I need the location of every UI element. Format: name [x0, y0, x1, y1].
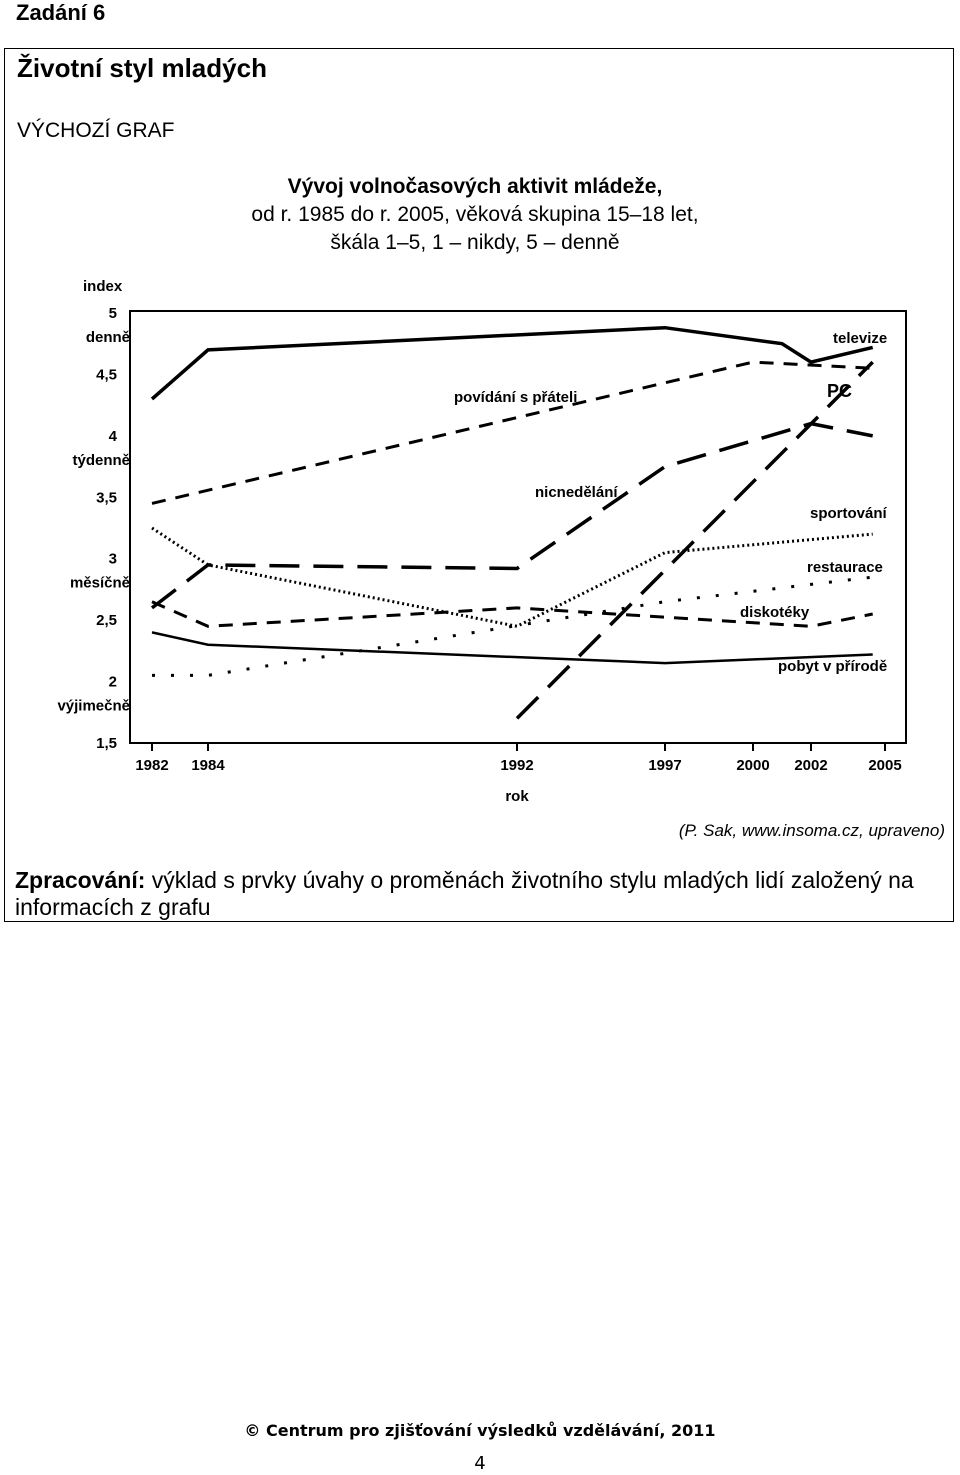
- y-tick-label: 5: [109, 305, 117, 322]
- y-tick-sublabel: měsíčně: [70, 575, 130, 592]
- line-chart: index 5 denně 4,5 4 týdenně 3,5 3 měsíčně 2,5 2 výj…: [57, 279, 907, 805]
- y-tick-label: 2,5: [96, 612, 117, 629]
- source-label: VÝCHOZÍ GRAF: [17, 119, 175, 142]
- series-line-0: [150, 325, 874, 401]
- x-axis: 1982 1984 1992 1997 2000 2002 2005 rok: [135, 743, 902, 805]
- document-heading: Zadání 6: [16, 0, 106, 25]
- x-axis-title: rok: [505, 788, 529, 805]
- series-line-3: [150, 421, 874, 610]
- y-tick-label: 3,5: [96, 489, 117, 506]
- y-tick-label: 1,5: [96, 735, 117, 752]
- y-tick-label: 2: [109, 674, 117, 691]
- series-labels: televize povídání s přáteli PC nicnedělání s…: [454, 330, 888, 675]
- series-label: PC: [827, 381, 852, 401]
- y-tick-label: 4,5: [96, 366, 117, 383]
- series-label: televize: [833, 330, 887, 347]
- page-number: 4: [474, 1453, 486, 1474]
- y-tick-sublabel: výjimečně: [57, 698, 130, 715]
- y-tick-sublabel: týdenně: [72, 452, 130, 469]
- x-tick-label: 1982: [135, 757, 168, 774]
- series-label: sportování: [810, 505, 888, 522]
- series-line-5: [152, 575, 873, 677]
- x-tick-label: 2000: [736, 757, 769, 774]
- task-frame: Životní styl mladých VÝCHOZÍ GRAF Vývoj …: [4, 48, 954, 922]
- footer-copyright: © Centrum pro zjišťování výsledků vzdělá…: [244, 1421, 716, 1440]
- source-citation: (P. Sak, www.insoma.cz, upraveno): [678, 821, 945, 840]
- y-tick-label: 3: [109, 551, 117, 568]
- series-line-7: [151, 631, 873, 665]
- series-line-2: [515, 360, 874, 720]
- chart-subtitle-line-1: od r. 1985 do r. 2005, věková skupina 15…: [251, 203, 699, 226]
- series-label: diskotéky: [740, 604, 810, 621]
- x-tick-label: 2005: [868, 757, 901, 774]
- y-tick-label: 4: [109, 428, 118, 445]
- y-tick-sublabel: denně: [86, 329, 130, 346]
- task-description: Zpracování: výklad s prvky úvahy o promě…: [15, 867, 950, 921]
- series-line-6: [151, 600, 873, 628]
- series-line-1: [151, 360, 873, 505]
- chart-title: Vývoj volnočasových aktivit mládeže,: [287, 175, 663, 198]
- series-lines: [150, 325, 874, 720]
- chart-subtitle-line-2: škála 1–5, 1 – nikdy, 5 – denně: [330, 231, 620, 254]
- x-tick-label: 1992: [500, 757, 533, 774]
- task-label: Zpracování:: [15, 867, 146, 893]
- x-tick-label: 1997: [648, 757, 681, 774]
- x-tick-label: 1984: [191, 757, 225, 774]
- y-axis-title: index: [83, 279, 123, 295]
- plot-area-frame: [129, 310, 907, 744]
- series-label: povídání s přáteli: [454, 389, 577, 406]
- y-axis: index 5 denně 4,5 4 týdenně 3,5 3 měsíčně 2,5 2 výj…: [57, 279, 130, 752]
- series-line-4: [151, 526, 873, 628]
- x-tick-label: 2002: [794, 757, 827, 774]
- series-label: pobyt v přírodě: [778, 658, 887, 675]
- main-title: Životní styl mladých: [17, 53, 267, 83]
- series-label: nicnedělání: [535, 484, 618, 501]
- series-label: restaurace: [807, 559, 883, 576]
- task-text: výklad s prvky úvahy o proměnách životní…: [15, 867, 914, 920]
